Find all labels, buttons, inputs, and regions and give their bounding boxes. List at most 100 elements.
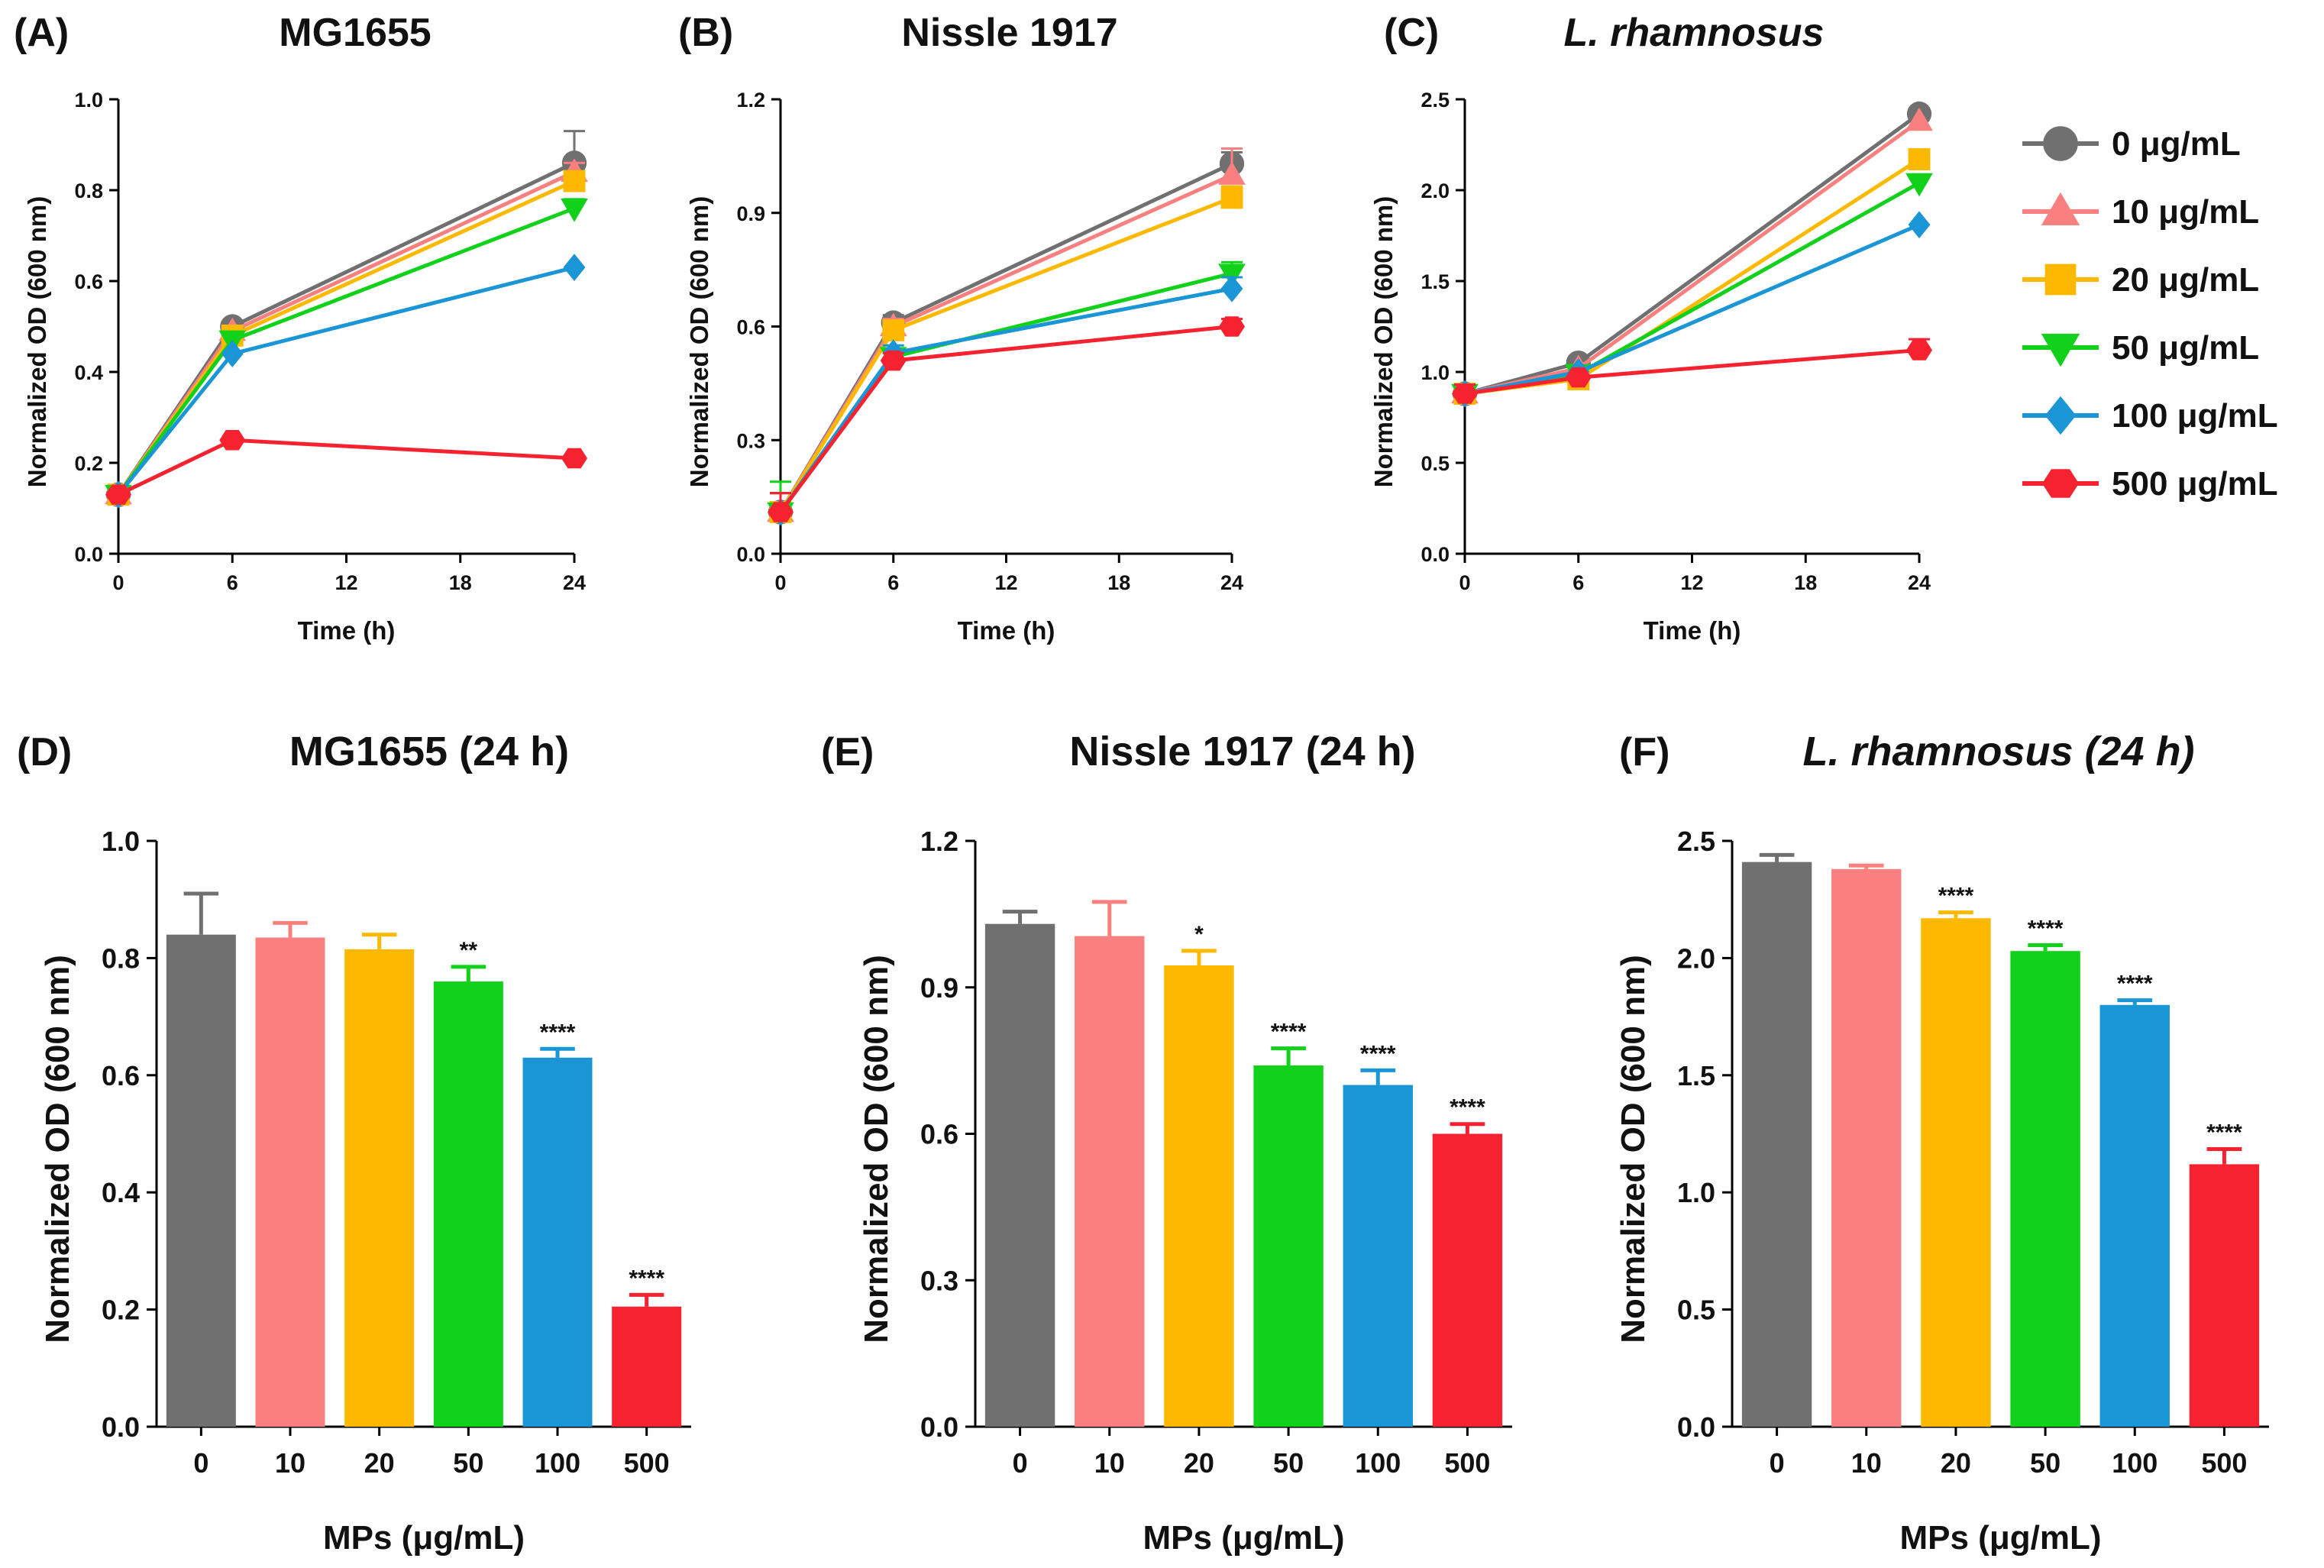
legend-label: 0 μg/mL	[2112, 125, 2241, 163]
bar-group: 50 ****	[1253, 1020, 1324, 1479]
chart-title: Nissle 1917	[901, 11, 1117, 55]
y-tick-label: 2.5	[1421, 89, 1450, 112]
x-tick-label: 100	[535, 1447, 580, 1479]
line-chart-c: (C) L. rhamnosus 0.0 0.5 1.0 1.5 2.0 2.5 0 6 12 18 2…	[1369, 11, 1933, 645]
series-50gml	[767, 260, 1246, 526]
series-0gml	[1452, 101, 1932, 406]
bar	[2189, 1164, 2260, 1427]
series-20gml	[769, 185, 1243, 523]
series-500gml	[1452, 338, 1932, 404]
bar-chart-d: (D) MG1655 (24 h) 0.0 0.2 0.4 0.6 0.8 1.0 0 10 20 5…	[17, 729, 691, 1557]
y-tick-label: 0.0	[102, 1411, 140, 1443]
bar	[984, 923, 1055, 1427]
data-point	[1906, 340, 1932, 360]
data-point	[563, 170, 586, 192]
panel-label: (E)	[821, 730, 874, 774]
y-axis-label: Normalized OD (600 nm)	[39, 955, 76, 1343]
bar-group: 0	[1741, 852, 1812, 1479]
x-axis-label: Time (h)	[298, 616, 396, 645]
series-line	[778, 325, 1233, 513]
series-0gml	[105, 130, 587, 507]
y-tick-label: 0.0	[1421, 543, 1450, 566]
legend-marker	[2044, 263, 2077, 296]
data-point	[563, 254, 586, 281]
data-point	[1220, 275, 1243, 302]
y-tick-label: 0.4	[102, 1177, 140, 1208]
series-10gml	[767, 147, 1246, 522]
bar	[2099, 1004, 2170, 1427]
y-tick-label: 0.2	[102, 1295, 140, 1326]
data-point	[219, 429, 246, 451]
y-tick-label: 2.5	[1677, 826, 1715, 857]
x-tick-label: 12	[335, 571, 357, 594]
bar-group: 100 ****	[1343, 1041, 1413, 1479]
y-tick-label: 0.5	[1677, 1295, 1715, 1326]
data-point	[882, 319, 905, 341]
bar-group: 10	[1831, 863, 1902, 1479]
data-point	[1908, 211, 1931, 239]
series-10gml	[1451, 107, 1933, 404]
y-tick-label: 0.6	[74, 270, 103, 293]
data-point	[1908, 148, 1931, 170]
legend-marker	[2041, 192, 2080, 225]
bar	[2010, 951, 2080, 1427]
y-tick-label: 1.2	[920, 826, 958, 857]
significance-label: ****	[629, 1266, 664, 1291]
series-500gml	[105, 429, 587, 505]
bar-group: 500 ****	[2189, 1120, 2260, 1479]
significance-label: ****	[2117, 972, 2153, 997]
x-tick-label: 500	[2201, 1447, 2247, 1479]
data-point	[221, 340, 244, 368]
significance-label: ****	[1271, 1020, 1307, 1045]
bar-group: 500 ****	[612, 1266, 682, 1479]
series-20gml	[1453, 148, 1931, 406]
series-50gml	[105, 198, 588, 509]
bar	[255, 937, 325, 1427]
x-tick-label: 20	[364, 1447, 395, 1479]
bar	[1831, 868, 1902, 1427]
line-chart-a: (A) MG1655 0.0 0.2 0.4 0.6 0.8 1.0 0 6 12 18 24 Time …	[14, 11, 588, 645]
series-50gml	[1451, 173, 1933, 408]
chart-title: Nissle 1917 (24 h)	[1069, 729, 1415, 774]
bar-group: 20 *	[1164, 922, 1234, 1479]
y-tick-label: 1.2	[736, 89, 765, 112]
bar-group: 10	[255, 920, 325, 1479]
series-line	[778, 271, 1233, 513]
bar	[1432, 1133, 1503, 1427]
legend-label: 10 μg/mL	[2112, 193, 2259, 231]
series-500gml	[768, 316, 1245, 522]
y-tick-label: 0.0	[1677, 1411, 1715, 1443]
x-tick-label: 0	[193, 1447, 208, 1479]
y-tick-label: 0.2	[74, 452, 103, 475]
y-axis-label: Normalized OD (600 nm)	[858, 955, 895, 1343]
bar-chart-e: (E) Nissle 1917 (24 h) 0.0 0.3 0.6 0.9 1.2 0 10 2…	[821, 729, 1512, 1557]
y-tick-label: 0.3	[736, 429, 765, 452]
data-point	[561, 448, 587, 469]
legend-label: 20 μg/mL	[2112, 261, 2259, 299]
y-tick-label: 0.0	[920, 1411, 958, 1443]
bar-group: 100 ****	[522, 1020, 593, 1479]
x-tick-label: 0	[1013, 1447, 1028, 1479]
panel-label: (F)	[1619, 730, 1669, 774]
y-tick-label: 0.8	[74, 179, 103, 202]
bar-chart-f: (F) L. rhamnosus (24 h) 0.0 0.5 1.0 1.5 2.0 2.5…	[1615, 729, 2269, 1557]
x-tick-label: 0	[1770, 1447, 1785, 1479]
y-axis-label: Normalized OD (600 nm)	[1615, 955, 1652, 1343]
x-tick-label: 500	[624, 1447, 670, 1479]
bar-group: 50 ****	[2010, 917, 2080, 1479]
legend-item: 50 μg/mL	[2022, 329, 2259, 367]
significance-label: ****	[1450, 1095, 1485, 1120]
series-line	[778, 162, 1233, 513]
bar	[344, 949, 415, 1427]
bar-group: 20 ****	[1921, 884, 1991, 1479]
data-point	[105, 484, 131, 505]
x-tick-label: 500	[1444, 1447, 1490, 1479]
y-tick-label: 0.0	[736, 543, 765, 566]
legend: 0 μg/mL 10 μg/mL 20 μg/mL 50 μg/mL 100 μg/mL…	[2022, 125, 2278, 503]
y-axis-label: Normalized OD (600 nm)	[23, 196, 51, 487]
x-axis-label: MPs (μg/mL)	[1143, 1519, 1344, 1557]
y-tick-label: 1.5	[1421, 270, 1450, 293]
chart-title: MG1655	[279, 11, 431, 55]
legend-item: 10 μg/mL	[2022, 192, 2259, 231]
y-tick-label: 0.8	[102, 942, 140, 974]
